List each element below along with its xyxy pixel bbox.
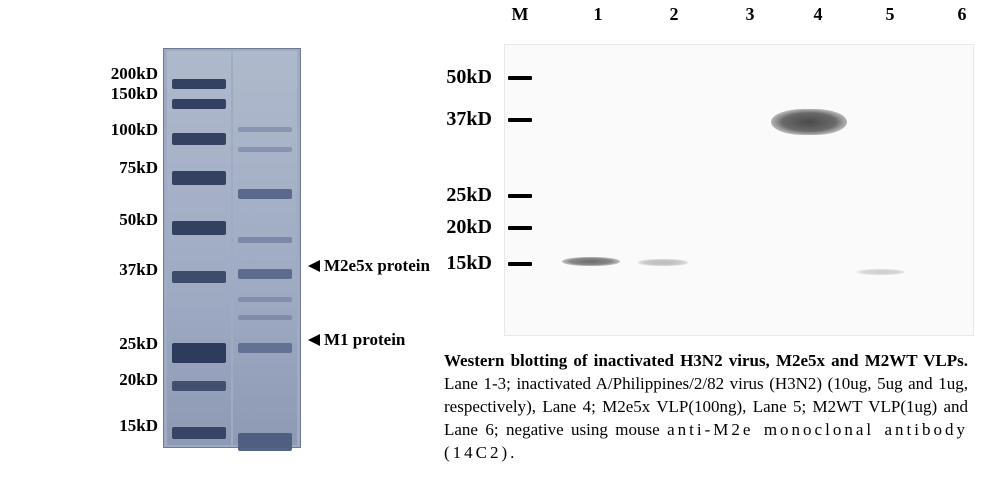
wb-mw-label: 25kD [430, 184, 492, 207]
wb-mw-tick [508, 226, 532, 230]
wb-mw-tick [508, 118, 532, 122]
gel-sample-band [238, 147, 292, 152]
caption-title: Western blotting of inactivated H3N2 vir… [444, 351, 968, 370]
gel-sample-band [238, 237, 292, 243]
wb-mw-tick [508, 262, 532, 266]
wb-lane-header: 5 [870, 4, 910, 25]
gel-ladder-band [172, 343, 226, 363]
gel-ladder-band [172, 271, 226, 283]
gel-sample-band [238, 315, 292, 320]
arrow-left-icon [308, 260, 320, 272]
gel-sample-band [238, 189, 292, 199]
figure-root: 200kD150kD100kD75kD50kD37kD25kD20kD15kD … [0, 0, 990, 502]
gel-sample-band [238, 343, 292, 353]
gel-mw-label: 50kD [119, 210, 158, 230]
gel-lane-ladder [167, 51, 231, 445]
figure-caption: Western blotting of inactivated H3N2 vir… [444, 350, 968, 465]
gel-sample-band [238, 297, 292, 302]
wb-mw-label: 37kD [430, 108, 492, 131]
wb-lane-header: 2 [654, 4, 694, 25]
gel-mw-label: 37kD [119, 260, 158, 280]
wb-membrane [504, 44, 974, 336]
western-blot-panel: M 1 2 3 4 5 6 50kD 37kD 25kD 20kD 15kD [430, 0, 990, 360]
sds-gel [163, 48, 301, 448]
wb-lane-header: 6 [942, 4, 982, 25]
gel-sample-band [238, 269, 292, 279]
gel-mw-label: 75kD [119, 158, 158, 178]
wb-mw-label: 15kD [430, 252, 492, 275]
wb-mw-tick [508, 194, 532, 198]
gel-ladder-band [172, 171, 226, 185]
gel-annotation: M2e5x protein [308, 256, 430, 276]
gel-ladder-band [172, 381, 226, 391]
gel-mw-label: 200kD [111, 64, 158, 84]
gel-mw-label: 20kD [119, 370, 158, 390]
gel-ladder-band [172, 133, 226, 145]
gel-mw-label: 150kD [111, 84, 158, 104]
wb-band [562, 257, 620, 266]
wb-lane-header: M [500, 4, 540, 25]
gel-lane-sample [233, 51, 297, 445]
wb-band [771, 109, 847, 135]
wb-band [638, 259, 688, 266]
gel-ladder-band [172, 427, 226, 439]
gel-annotation-label: M2e5x protein [324, 256, 430, 276]
wb-mw-label: 20kD [430, 216, 492, 239]
gel-annotation-label: M1 protein [324, 330, 405, 350]
gel-ladder-band [172, 99, 226, 109]
wb-lane-header: 1 [578, 4, 618, 25]
gel-mw-label: 15kD [119, 416, 158, 436]
gel-annotation: M1 protein [308, 330, 405, 350]
wb-mw-tick [508, 76, 532, 80]
gel-mw-label: 25kD [119, 334, 158, 354]
gel-sample-band [238, 433, 292, 451]
sds-page-panel: 200kD150kD100kD75kD50kD37kD25kD20kD15kD … [68, 48, 448, 458]
gel-mw-label: 100kD [111, 120, 158, 140]
gel-ladder-band [172, 79, 226, 89]
wb-mw-label: 50kD [430, 66, 492, 89]
gel-ladder-band [172, 221, 226, 235]
wb-lane-header: 3 [730, 4, 770, 25]
wb-band [857, 269, 905, 275]
arrow-left-icon [308, 334, 320, 346]
wb-lane-header: 4 [798, 4, 838, 25]
gel-sample-band [238, 127, 292, 132]
